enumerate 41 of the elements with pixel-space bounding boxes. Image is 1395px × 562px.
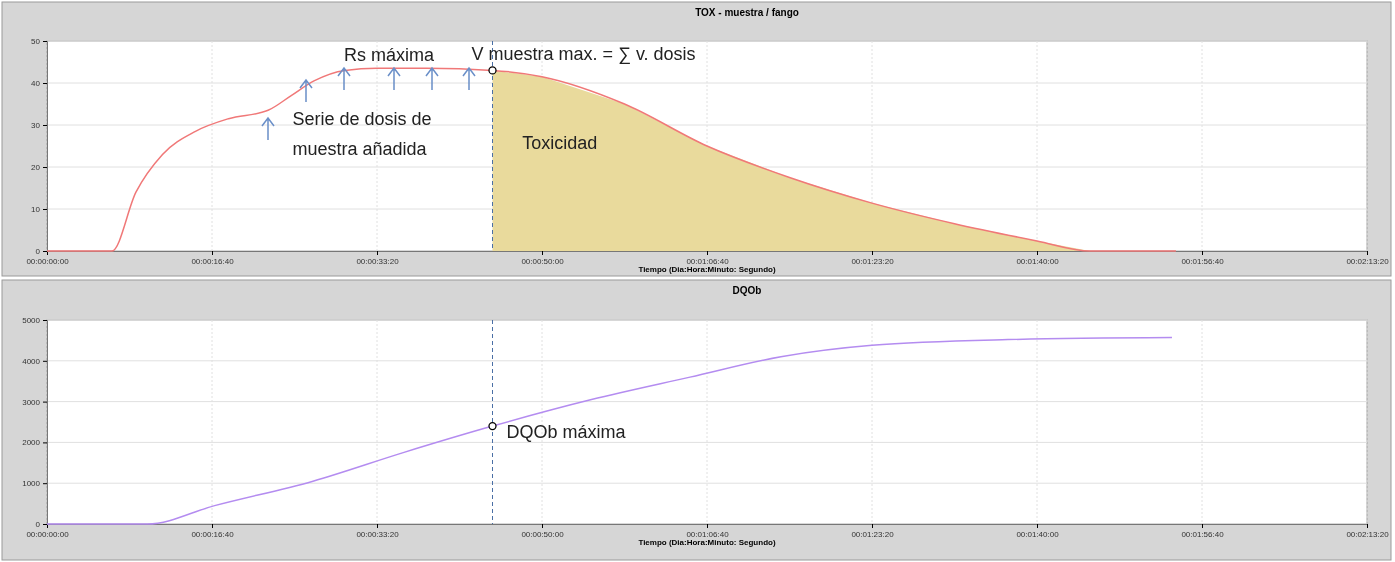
x-tick-label: 00:01:40:00 [1016,529,1060,539]
y-tick-label: 3000 [22,397,41,407]
x-tick-label: 00:02:13:20 [1346,529,1390,539]
x-tick-label: 00:01:56:40 [1181,529,1225,539]
x-axis-title: Tiempo (Dia:Hora:Minuto: Segundo) [638,538,776,547]
x-tick-label: 00:01:06:40 [686,256,730,266]
x-tick-label: 00:00:16:40 [191,256,235,266]
x-tick-label: 00:02:13:20 [1346,256,1390,266]
x-tick-label: 00:01:06:40 [686,529,730,539]
x-tick-label: 00:01:40:00 [1016,256,1060,266]
annotation: Rs máxima [344,44,435,65]
y-tick-label: 50 [31,37,41,47]
x-tick-label: 00:00:33:20 [356,256,400,266]
annotation: V muestra max. = ∑ v. dosis [471,44,696,65]
y-tick-label: 1000 [22,479,41,489]
x-tick-label: 00:00:16:40 [191,529,235,539]
x-axis-title: Tiempo (Dia:Hora:Minuto: Segundo) [638,265,776,274]
x-tick-label: 00:00:50:00 [521,256,565,266]
y-tick-label: 10 [31,205,41,215]
annotation: Toxicidad [522,132,598,153]
y-tick-label: 20 [31,163,41,173]
y-tick-label: 4000 [22,356,41,366]
x-tick-label: 00:01:23:20 [851,256,895,266]
y-tick-label: 30 [31,121,41,131]
x-tick-label: 00:00:00:00 [26,529,70,539]
chart-title: TOX - muestra / fango [695,7,799,18]
x-tick-label: 00:01:23:20 [851,529,895,539]
x-tick-label: 00:00:33:20 [356,529,400,539]
annotation: DQOb máxima [506,421,627,442]
y-tick-label: 2000 [22,438,41,448]
line-series [46,336,1173,525]
y-tick-label: 0 [35,520,41,530]
x-tick-label: 00:00:00:00 [26,256,70,266]
x-tick-label: 00:00:50:00 [521,529,565,539]
line-series [46,67,1177,252]
chart-title: DQOb [732,285,762,296]
y-tick-label: 40 [31,79,41,89]
x-tick-label: 00:01:56:40 [1181,256,1225,266]
annotation: Serie de dosis de muestra añadida [292,108,432,159]
y-tick-label: 0 [35,247,41,257]
y-tick-label: 5000 [22,316,41,326]
